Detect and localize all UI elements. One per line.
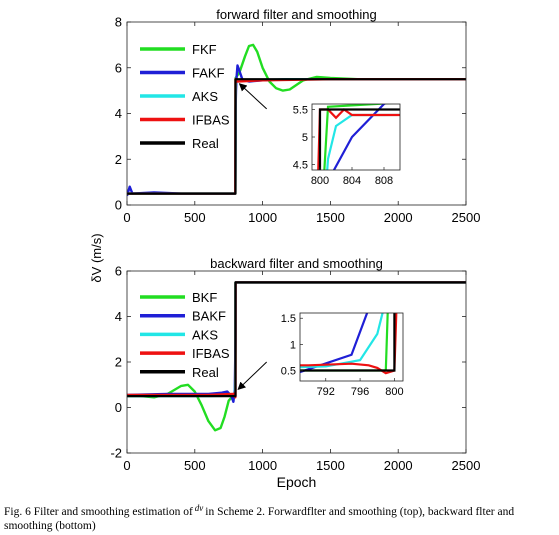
inset-line-aks (300, 313, 384, 369)
zoom-arrow (238, 83, 268, 110)
legend-label-bkf: BKF (192, 290, 217, 305)
series-lines (127, 281, 466, 432)
zoom-arrow (237, 361, 268, 390)
y-tick-label: 4 (115, 309, 122, 324)
y-tick-label: 0 (115, 400, 122, 415)
y-tick-label: 2 (115, 355, 122, 370)
x-axis-label: Epoch (277, 474, 317, 490)
inset-zoom: 792 796 800 0.5 1 1.5 (281, 312, 404, 398)
figure-caption: Fig. 6 Filter and smoothing estimation o… (4, 501, 555, 533)
legend-label-aks: AKS (192, 89, 218, 104)
x-tick-label: 1000 (248, 210, 277, 225)
inset-line-ifbas (317, 108, 400, 170)
inset-line-fakf (332, 104, 387, 170)
inset-line-ifbas (300, 313, 398, 375)
series-lines (127, 43, 466, 197)
inset-line-bakf (300, 313, 369, 374)
inset-y-tick-label: 4.5 (293, 160, 308, 172)
y-tick-label: -2 (110, 446, 122, 461)
legend-label-real: Real (192, 136, 219, 151)
chart-title: backward filter and smoothing (210, 256, 383, 271)
inset-x-tick-label: 800 (385, 386, 403, 398)
series-line-real (127, 281, 466, 398)
chart-panel-1: 0 500 1000 1500 2000 2500 0 2 4 6 8 forward filter … (115, 7, 481, 225)
y-tick-label: 8 (115, 15, 122, 30)
inset-x-tick-label: 804 (343, 175, 361, 187)
legend-label-ifbas: IFBAS (192, 346, 230, 361)
inset-y-tick-label: 5.5 (293, 105, 308, 117)
inset-x-tick-label: 792 (317, 386, 335, 398)
x-tick-label: 2500 (452, 458, 481, 473)
inset-x-tick-label: 800 (311, 175, 329, 187)
caption-symbol: dv (194, 503, 204, 513)
x-tick-label: 1500 (316, 210, 345, 225)
legend: BKF BAKF AKS IFBAS Real (140, 290, 230, 380)
plot-area (127, 22, 466, 205)
y-tick-label: 6 (115, 60, 122, 75)
legend-label-aks: AKS (192, 327, 218, 342)
legend-label-ifbas: IFBAS (192, 113, 230, 128)
legend-label-bakf: BAKF (192, 309, 226, 324)
legend-label-fakf: FAKF (192, 66, 225, 81)
inset-y-tick-label: 0.5 (281, 366, 296, 378)
chart-title: forward filter and smoothing (216, 7, 376, 22)
caption-text-start: Fig. 6 Filter and smoothing estimation o… (4, 506, 193, 518)
x-tick-label: 500 (184, 458, 206, 473)
x-tick-label: 0 (123, 458, 130, 473)
inset-lines (300, 313, 398, 375)
y-axis-label: δV (m/s) (89, 233, 104, 282)
x-tick-label: 1500 (316, 458, 345, 473)
inset-y-tick-label: 5 (302, 132, 308, 144)
y-tick-label: 2 (115, 152, 122, 167)
series-line-real (127, 78, 466, 195)
plot-area (127, 271, 466, 453)
legend-label-real: Real (192, 365, 219, 380)
x-tick-label: 2500 (452, 210, 481, 225)
x-tick-label: 0 (123, 210, 130, 225)
y-tick-label: 6 (115, 264, 122, 279)
inset-y-tick-label: 1 (290, 339, 296, 351)
inset-frame (299, 312, 404, 382)
inset-x-tick-label: 796 (351, 386, 369, 398)
inset-line-aks (326, 113, 400, 170)
x-tick-label: 500 (184, 210, 206, 225)
caption-text-end: in Scheme 2. Forwardflter and smoothing … (4, 506, 515, 532)
inset-zoom: 800 804 808 4.5 5 5.5 (293, 103, 401, 187)
y-tick-label: 4 (115, 106, 122, 121)
x-tick-label: 2000 (384, 210, 413, 225)
y-tick-label: 0 (115, 198, 122, 213)
x-tick-label: 2000 (384, 458, 413, 473)
legend: FKF FAKF AKS IFBAS Real (140, 42, 230, 151)
inset-x-tick-label: 808 (375, 175, 393, 187)
legend-label-fkf: FKF (192, 42, 217, 57)
inset-y-tick-label: 1.5 (281, 313, 296, 325)
x-tick-label: 1000 (248, 458, 277, 473)
inset-lines (317, 104, 400, 170)
